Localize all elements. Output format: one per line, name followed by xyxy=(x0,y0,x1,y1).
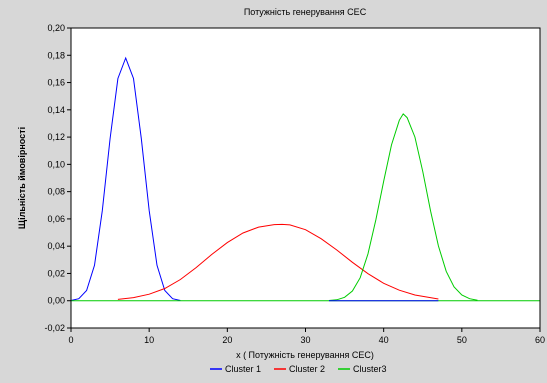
y-tick-label: 0,08 xyxy=(47,187,65,197)
x-tick-label: 50 xyxy=(457,335,467,345)
series-line-1 xyxy=(70,56,181,301)
y-tick-label: 0,06 xyxy=(47,214,65,224)
x-tick-label: 20 xyxy=(222,335,232,345)
x-tick-label: 0 xyxy=(68,335,73,345)
legend: Cluster 1 Cluster 2 Cluster3 xyxy=(210,364,387,374)
axes-layer: 0 10 20 30 40 50 60 -0,02 0,00 0,02 0,04 0,06 0,08 0,… xyxy=(44,23,545,345)
x-tick-label: 10 xyxy=(144,335,154,345)
x-tick-label: 30 xyxy=(300,335,310,345)
y-axis-label: Щільність ймовірності xyxy=(17,127,27,229)
y-tick-label: 0,10 xyxy=(47,159,65,169)
legend-label-1: Cluster 1 xyxy=(225,364,261,374)
y-tick-label: 0,04 xyxy=(47,241,65,251)
legend-label-3: Cluster3 xyxy=(353,364,387,374)
x-tick-label: 40 xyxy=(379,335,389,345)
series-line-2 xyxy=(117,223,439,300)
y-tick-label: 0,00 xyxy=(47,296,65,306)
y-tick-label: 0,02 xyxy=(47,268,65,278)
plot-area-background xyxy=(71,28,540,328)
y-tick-label: 0,20 xyxy=(47,23,65,33)
chart-title: Потужність генерування СЕС xyxy=(244,7,367,17)
y-tick-label: 0,12 xyxy=(47,132,65,142)
y-tick-label: 0,14 xyxy=(47,105,65,115)
y-tick-label: 0,16 xyxy=(47,78,65,88)
x-axis-label: x ( Потужність генерування СЕС) xyxy=(236,350,374,360)
series-layer xyxy=(70,56,540,302)
x-tick-label: 60 xyxy=(535,335,545,345)
legend-label-2: Cluster 2 xyxy=(289,364,325,374)
series-line-3 xyxy=(328,113,478,301)
y-tick-label: 0,18 xyxy=(47,50,65,60)
y-tick-label: -0,02 xyxy=(44,323,65,333)
